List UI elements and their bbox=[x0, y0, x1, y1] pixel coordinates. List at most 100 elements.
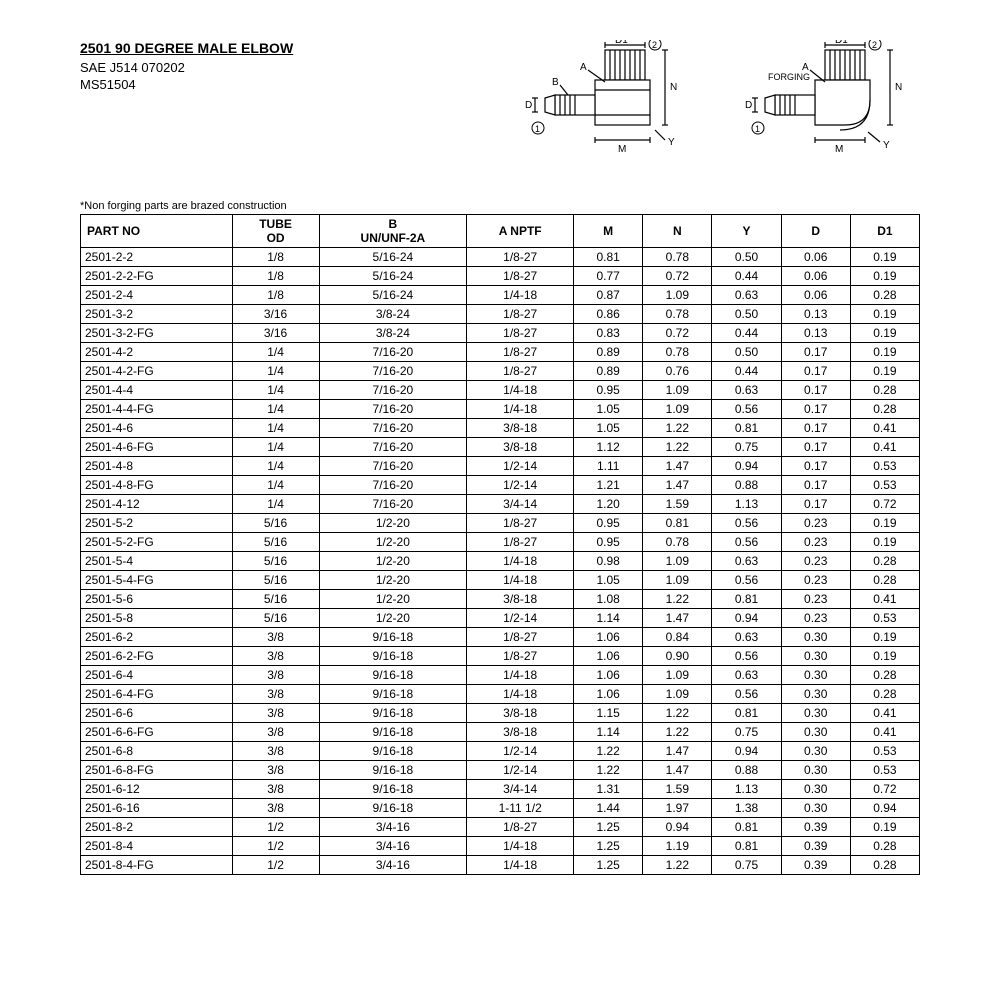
table-cell: 0.86 bbox=[574, 305, 643, 324]
table-cell: 0.28 bbox=[850, 837, 919, 856]
table-cell: 3/4-14 bbox=[467, 495, 574, 514]
table-cell: 0.17 bbox=[781, 362, 850, 381]
table-cell: 0.39 bbox=[781, 837, 850, 856]
table-cell: 0.95 bbox=[574, 533, 643, 552]
table-cell: 1.09 bbox=[643, 666, 712, 685]
table-cell: 2501-6-2-FG bbox=[81, 647, 233, 666]
table-cell: 0.28 bbox=[850, 666, 919, 685]
table-cell: 1.13 bbox=[712, 780, 781, 799]
table-cell: 0.56 bbox=[712, 400, 781, 419]
table-cell: 1.11 bbox=[574, 457, 643, 476]
table-row: 2501-8-21/23/4-161/8-271.250.940.810.390… bbox=[81, 818, 920, 837]
title-block: 2501 90 DEGREE MALE ELBOW SAE J514 07020… bbox=[80, 40, 510, 94]
table-cell: 1.14 bbox=[574, 723, 643, 742]
table-cell: 3/8 bbox=[232, 780, 319, 799]
table-cell: 1.47 bbox=[643, 761, 712, 780]
table-cell: 0.23 bbox=[781, 590, 850, 609]
table-cell: 1/8-27 bbox=[467, 514, 574, 533]
table-cell: 0.50 bbox=[712, 248, 781, 267]
table-cell: 0.63 bbox=[712, 286, 781, 305]
table-cell: 0.75 bbox=[712, 723, 781, 742]
table-cell: 1-11 1/2 bbox=[467, 799, 574, 818]
table-cell: 0.28 bbox=[850, 381, 919, 400]
table-cell: 0.44 bbox=[712, 267, 781, 286]
table-cell: 1/8-27 bbox=[467, 362, 574, 381]
table-cell: 0.94 bbox=[850, 799, 919, 818]
elbow-diagram-forging: D1 2 A FORGING N D 1 M Y bbox=[730, 40, 920, 180]
table-cell: 2501-5-2-FG bbox=[81, 533, 233, 552]
table-row: 2501-5-2-FG5/161/2-201/8-270.950.780.560… bbox=[81, 533, 920, 552]
table-cell: 0.63 bbox=[712, 628, 781, 647]
table-cell: 0.06 bbox=[781, 248, 850, 267]
table-cell: 2501-4-2 bbox=[81, 343, 233, 362]
table-cell: 3/16 bbox=[232, 305, 319, 324]
page-title: 2501 90 DEGREE MALE ELBOW bbox=[80, 40, 510, 56]
table-row: 2501-6-2-FG3/89/16-181/8-271.060.900.560… bbox=[81, 647, 920, 666]
table-cell: 1.06 bbox=[574, 647, 643, 666]
table-cell: 0.53 bbox=[850, 761, 919, 780]
table-cell: 7/16-20 bbox=[319, 362, 467, 381]
table-cell: 1.12 bbox=[574, 438, 643, 457]
table-cell: 1/4 bbox=[232, 476, 319, 495]
table-cell: 0.89 bbox=[574, 362, 643, 381]
table-cell: 0.19 bbox=[850, 305, 919, 324]
table-cell: 2501-6-8-FG bbox=[81, 761, 233, 780]
table-cell: 0.90 bbox=[643, 647, 712, 666]
table-cell: 0.50 bbox=[712, 343, 781, 362]
table-cell: 0.53 bbox=[850, 609, 919, 628]
table-cell: 1.06 bbox=[574, 666, 643, 685]
label-b: B bbox=[552, 77, 559, 88]
table-cell: 0.19 bbox=[850, 533, 919, 552]
table-cell: 2501-4-6 bbox=[81, 419, 233, 438]
table-row: 2501-6-83/89/16-181/2-141.221.470.940.30… bbox=[81, 742, 920, 761]
col-header: D bbox=[781, 215, 850, 248]
table-cell: 0.78 bbox=[643, 343, 712, 362]
col-header: A NPTF bbox=[467, 215, 574, 248]
col-header: Y bbox=[712, 215, 781, 248]
table-cell: 0.94 bbox=[712, 457, 781, 476]
table-cell: 0.41 bbox=[850, 723, 919, 742]
table-cell: 2501-4-4-FG bbox=[81, 400, 233, 419]
table-cell: 1/8-27 bbox=[467, 647, 574, 666]
table-row: 2501-2-41/85/16-241/4-180.871.090.630.06… bbox=[81, 286, 920, 305]
table-cell: 1/4-18 bbox=[467, 571, 574, 590]
table-cell: 2501-8-4 bbox=[81, 837, 233, 856]
table-cell: 1.09 bbox=[643, 552, 712, 571]
table-cell: 2501-6-6 bbox=[81, 704, 233, 723]
table-row: 2501-3-23/163/8-241/8-270.860.780.500.13… bbox=[81, 305, 920, 324]
table-cell: 2501-5-6 bbox=[81, 590, 233, 609]
table-row: 2501-5-25/161/2-201/8-270.950.810.560.23… bbox=[81, 514, 920, 533]
table-cell: 0.30 bbox=[781, 685, 850, 704]
table-cell: 1.31 bbox=[574, 780, 643, 799]
table-cell: 2501-4-12 bbox=[81, 495, 233, 514]
table-cell: 1/2-20 bbox=[319, 571, 467, 590]
table-row: 2501-5-4-FG5/161/2-201/4-181.051.090.560… bbox=[81, 571, 920, 590]
table-cell: 1/8-27 bbox=[467, 628, 574, 647]
label-m: M bbox=[618, 144, 626, 155]
table-cell: 1/2-20 bbox=[319, 590, 467, 609]
table-cell: 0.84 bbox=[643, 628, 712, 647]
table-cell: 1/8-27 bbox=[467, 533, 574, 552]
table-cell: 0.30 bbox=[781, 742, 850, 761]
header-block: 2501 90 DEGREE MALE ELBOW SAE J514 07020… bbox=[80, 40, 920, 180]
table-cell: 1/8-27 bbox=[467, 343, 574, 362]
table-cell: 1.22 bbox=[643, 704, 712, 723]
table-cell: 0.88 bbox=[712, 476, 781, 495]
table-cell: 2501-8-2 bbox=[81, 818, 233, 837]
table-cell: 0.30 bbox=[781, 780, 850, 799]
table-cell: 1/2 bbox=[232, 818, 319, 837]
table-cell: 1.22 bbox=[574, 761, 643, 780]
table-cell: 1/8-27 bbox=[467, 267, 574, 286]
label-n-2: N bbox=[895, 82, 902, 93]
table-cell: 1.44 bbox=[574, 799, 643, 818]
label-n: N bbox=[670, 82, 677, 93]
table-cell: 1.14 bbox=[574, 609, 643, 628]
table-cell: 0.23 bbox=[781, 533, 850, 552]
table-cell: 0.17 bbox=[781, 381, 850, 400]
table-cell: 7/16-20 bbox=[319, 476, 467, 495]
table-cell: 0.63 bbox=[712, 381, 781, 400]
table-cell: 1.09 bbox=[643, 381, 712, 400]
table-cell: 1/4 bbox=[232, 381, 319, 400]
table-cell: 0.77 bbox=[574, 267, 643, 286]
label-d-2: D bbox=[745, 100, 752, 111]
